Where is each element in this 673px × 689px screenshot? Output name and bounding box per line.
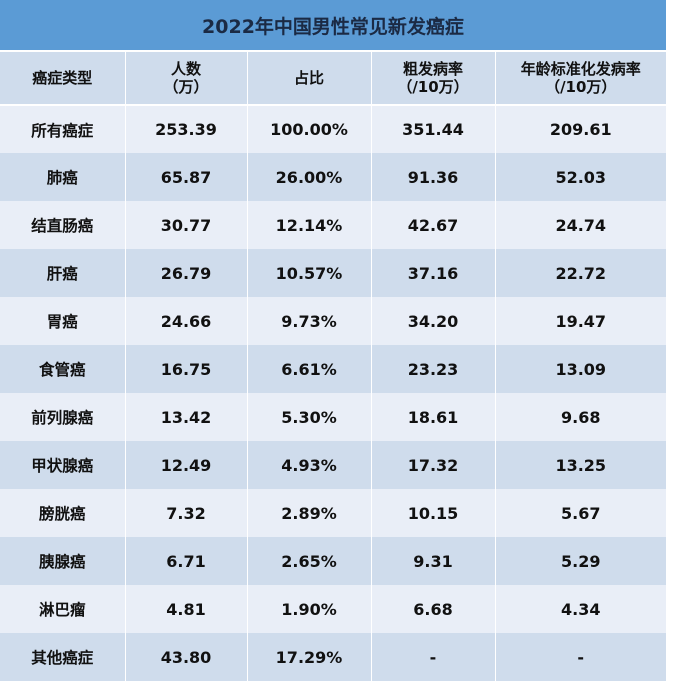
cell-share: 6.61% [247, 345, 372, 393]
cell-crude-rate: 42.67 [371, 201, 496, 249]
cell-asr: 5.29 [561, 551, 601, 571]
cell-crude-rate: 17.32 [371, 441, 496, 489]
cell-cancer-type: 食管癌 [0, 345, 126, 393]
cell-share: 100.00% [247, 105, 372, 153]
cell-count: 12.49 [125, 441, 248, 489]
cell-cancer-type: 膀胱癌 [0, 489, 126, 537]
header-unit: （/10万） [397, 78, 469, 96]
cell-count: 30.77 [125, 201, 248, 249]
cell-crude-rate: - [371, 633, 496, 681]
header-cancer-type: 癌症类型 [0, 52, 126, 106]
cell-count: 43.80 [125, 633, 248, 681]
cell-asr: 22.72 [555, 263, 607, 283]
cell-crude-rate: 9.31 [371, 537, 496, 585]
cell-count: 13.42 [125, 393, 248, 441]
cell-share: 4.93% [247, 441, 372, 489]
header-label: 占比 [293, 69, 324, 87]
cell-share: 10.57% [247, 249, 372, 297]
cell-asr: 9.68 [561, 407, 601, 427]
cancer-incidence-table: 癌症类型 人数 （万） 占比 粗发病率 （/10万） 年龄标准化发病率 （/10万） 所有癌症… [0, 52, 666, 681]
table-row: 前列腺癌 13.42 5.30% 18.61 9.68 [0, 393, 666, 441]
cell-cancer-type: 肝癌 [0, 249, 126, 297]
cell-crude-rate: 18.61 [371, 393, 496, 441]
cell-crude-rate: 34.20 [371, 297, 496, 345]
header-share: 占比 [247, 52, 372, 106]
cell-asr: 13.09 [555, 359, 607, 379]
cell-share: 12.14% [247, 201, 372, 249]
header-unit: （/10万） [545, 78, 617, 96]
table-row: 淋巴瘤 4.81 1.90% 6.68 4.34 [0, 585, 666, 633]
table-row: 甲状腺癌 12.49 4.93% 17.32 13.25 [0, 441, 666, 489]
table-row: 肝癌 26.79 10.57% 37.16 22.72 [0, 249, 666, 297]
cell-count: 6.71 [125, 537, 248, 585]
table-row: 结直肠癌 30.77 12.14% 42.67 24.74 [0, 201, 666, 249]
cell-asr: 5.67 [561, 503, 601, 523]
cell-asr: 209.61 [549, 120, 612, 139]
header-label: 粗发病率 [402, 60, 463, 78]
header-label: 癌症类型 [32, 69, 93, 87]
cell-share: 9.73% [247, 297, 372, 345]
cell-crude-rate: 91.36 [371, 153, 496, 201]
table-row: 胰腺癌 6.71 2.65% 9.31 5.29 [0, 537, 666, 585]
cell-count: 24.66 [125, 297, 248, 345]
header-row: 癌症类型 人数 （万） 占比 粗发病率 （/10万） 年龄标准化发病率 （/10万） [0, 52, 666, 106]
cell-share: 26.00% [247, 153, 372, 201]
header-count: 人数 （万） [125, 52, 248, 106]
cell-cancer-type: 胃癌 [0, 297, 126, 345]
cell-cancer-type: 所有癌症 [0, 105, 126, 153]
header-crude-rate: 粗发病率 （/10万） [371, 52, 496, 106]
cell-crude-rate: 10.15 [371, 489, 496, 537]
cell-asr: 13.25 [555, 455, 607, 475]
cell-asr: 19.47 [555, 311, 607, 331]
header-label: 年龄标准化发病率 [520, 60, 641, 78]
table-row: 肺癌 65.87 26.00% 91.36 52.03 [0, 153, 666, 201]
cell-cancer-type: 肺癌 [0, 153, 126, 201]
cell-share: 2.89% [247, 489, 372, 537]
cell-crude-rate: 6.68 [371, 585, 496, 633]
table-title: 2022年中国男性常见新发癌症 [0, 0, 666, 52]
cell-count: 26.79 [125, 249, 248, 297]
table-row: 胃癌 24.66 9.73% 34.20 19.47 [0, 297, 666, 345]
cell-cancer-type: 胰腺癌 [0, 537, 126, 585]
cell-cancer-type: 结直肠癌 [0, 201, 126, 249]
cell-count: 16.75 [125, 345, 248, 393]
cell-share: 5.30% [247, 393, 372, 441]
cell-share: 1.90% [247, 585, 372, 633]
header-unit: （万） [163, 78, 209, 96]
cell-cancer-type: 淋巴瘤 [0, 585, 126, 633]
cell-cancer-type: 其他癌症 [0, 633, 126, 681]
header-label: 人数 [170, 60, 201, 78]
cell-share: 17.29% [247, 633, 372, 681]
cell-asr: - [577, 647, 585, 667]
cell-count: 65.87 [125, 153, 248, 201]
cell-asr: 24.74 [555, 215, 607, 235]
cell-count: 253.39 [125, 105, 248, 153]
table-row: 食管癌 16.75 6.61% 23.23 13.09 [0, 345, 666, 393]
cell-crude-rate: 351.44 [371, 105, 496, 153]
header-asr: 年龄标准化发病率 （/10万） [495, 52, 666, 106]
table-row: 所有癌症 253.39 100.00% 351.44 209.61 [0, 105, 666, 153]
table-row: 其他癌症 43.80 17.29% - - [0, 633, 666, 681]
cell-cancer-type: 前列腺癌 [0, 393, 126, 441]
table-row: 膀胱癌 7.32 2.89% 10.15 5.67 [0, 489, 666, 537]
cell-count: 7.32 [125, 489, 248, 537]
cell-crude-rate: 37.16 [371, 249, 496, 297]
cell-asr: 4.34 [561, 599, 601, 619]
cell-asr: 52.03 [555, 167, 607, 187]
cancer-table-container: 2022年中国男性常见新发癌症 癌症类型 人数 （万） 占比 粗发病率 （/10万） 年龄标… [0, 0, 666, 681]
cell-crude-rate: 23.23 [371, 345, 496, 393]
cell-share: 2.65% [247, 537, 372, 585]
cell-cancer-type: 甲状腺癌 [0, 441, 126, 489]
cell-count: 4.81 [125, 585, 248, 633]
table-body: 所有癌症 253.39 100.00% 351.44 209.61 肺癌 65.87 26.0… [0, 105, 666, 681]
